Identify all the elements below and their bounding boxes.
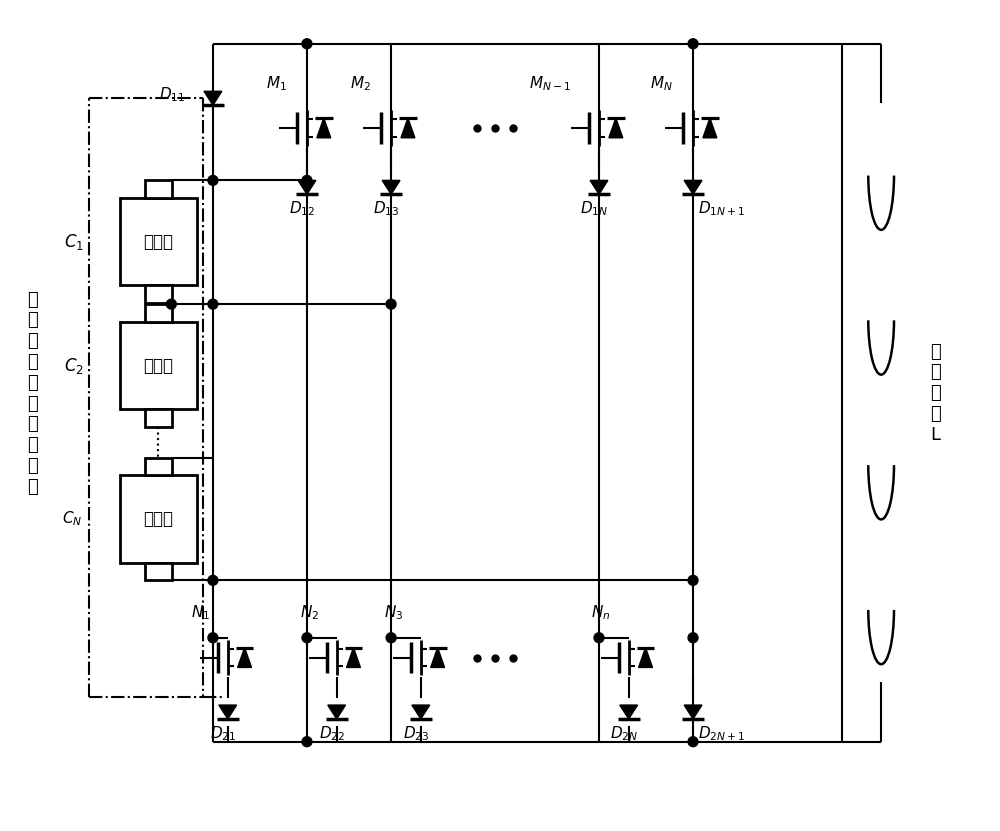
Text: $M_1$: $M_1$ [266,74,287,93]
Text: $C_2$: $C_2$ [64,356,84,376]
Circle shape [594,632,604,642]
Polygon shape [382,180,400,194]
Bar [120,199,197,285]
Text: $D_{22}$: $D_{22}$ [319,725,345,743]
Circle shape [208,632,218,642]
Circle shape [688,737,698,746]
Polygon shape [431,647,445,667]
Text: $D_{1N+1}$: $D_{1N+1}$ [698,199,745,219]
Text: 均
衡
电
感
L: 均 衡 电 感 L [930,342,941,444]
Polygon shape [347,647,360,667]
Polygon shape [298,180,316,194]
Circle shape [386,299,396,309]
Text: 串
联
液
态
金
属
电
池
单
元: 串 联 液 态 金 属 电 池 单 元 [27,291,38,496]
Text: $M_N$: $M_N$ [650,74,673,93]
Bar [120,322,197,409]
Text: $D_{2N+1}$: $D_{2N+1}$ [698,725,745,743]
Text: $N_3$: $N_3$ [384,603,403,622]
Text: $M_2$: $M_2$ [350,74,371,93]
Text: 电池包: 电池包 [143,356,173,375]
Text: $D_{13}$: $D_{13}$ [373,199,399,219]
Circle shape [166,299,176,309]
Bar [145,285,172,303]
Polygon shape [238,647,252,667]
Bar [145,304,172,322]
Text: $M_{N-1}$: $M_{N-1}$ [529,74,571,93]
Text: $D_{12}$: $D_{12}$ [289,199,315,219]
Polygon shape [684,180,702,194]
Text: $C_N$: $C_N$ [62,509,82,529]
Circle shape [386,632,396,642]
Polygon shape [401,118,415,138]
Circle shape [688,39,698,49]
Bar [145,409,172,427]
Bar [145,563,172,580]
Polygon shape [317,118,331,138]
Circle shape [302,632,312,642]
Circle shape [208,175,218,185]
Bar [145,458,172,475]
Polygon shape [590,180,608,194]
Text: $N_n$: $N_n$ [591,603,611,622]
Circle shape [688,575,698,585]
Text: $N_1$: $N_1$ [191,603,210,622]
Polygon shape [620,705,638,719]
Polygon shape [609,118,623,138]
Bar [145,180,172,199]
Text: $N_2$: $N_2$ [300,603,319,622]
Text: $D_{11}$: $D_{11}$ [159,85,185,104]
Polygon shape [684,705,702,719]
Text: 电池包: 电池包 [143,510,173,528]
Polygon shape [412,705,430,719]
Text: $C_1$: $C_1$ [64,232,84,252]
Circle shape [302,175,312,185]
Polygon shape [703,118,717,138]
Text: 电池包: 电池包 [143,233,173,251]
Text: $D_{1N}$: $D_{1N}$ [580,199,608,219]
Bar [120,475,197,563]
Polygon shape [204,91,222,106]
Circle shape [208,299,218,309]
Circle shape [688,632,698,642]
Text: $D_{21}$: $D_{21}$ [210,725,236,743]
Polygon shape [328,705,346,719]
Text: $D_{23}$: $D_{23}$ [403,725,429,743]
Circle shape [302,737,312,746]
Circle shape [208,575,218,585]
Circle shape [302,39,312,49]
Text: $D_{2N}$: $D_{2N}$ [610,725,638,743]
Polygon shape [219,705,237,719]
Polygon shape [639,647,652,667]
